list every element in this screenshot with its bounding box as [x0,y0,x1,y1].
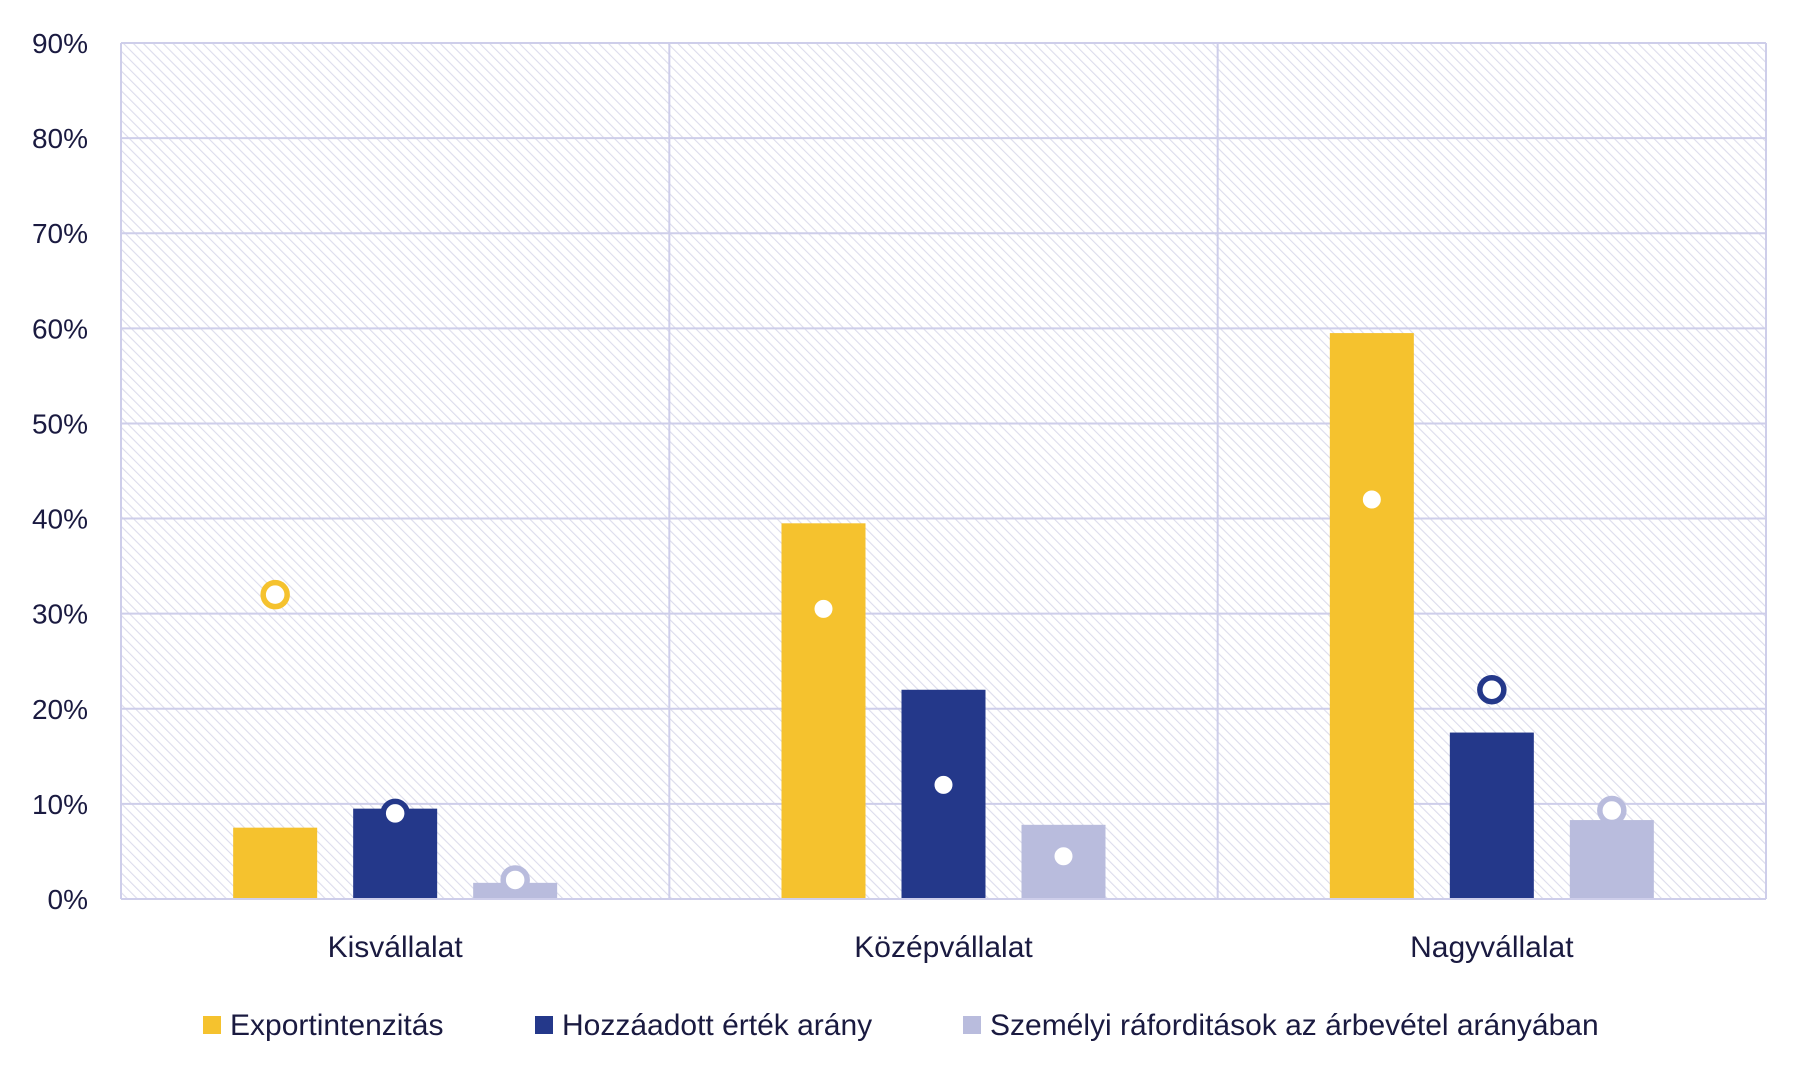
x-tick-label: Kisvállalat [328,931,464,964]
y-tick-label: 30% [32,599,88,630]
marker-point[interactable] [1053,846,1074,867]
bar[interactable] [233,827,318,899]
marker-point[interactable] [1477,675,1507,705]
x-tick-label: Nagyvállalat [1410,931,1574,964]
marker-point[interactable] [933,774,954,795]
y-tick-label: 70% [32,218,88,249]
legend-item[interactable]: Exportintenzitás [203,1009,443,1042]
marker-point[interactable] [813,598,834,619]
y-tick-label: 50% [32,408,88,439]
marker-point[interactable] [1597,795,1627,826]
marker-point[interactable] [380,798,410,829]
legend-label: Személyi ráforditások az árbevétel arány… [990,1009,1599,1042]
legend-swatch [203,1016,221,1034]
legend-label: Hozzáadott érték arány [562,1009,872,1042]
y-tick-label: 40% [32,504,88,535]
bar[interactable] [1449,732,1534,899]
y-tick-label: 90% [32,28,88,59]
legend-item[interactable]: Személyi ráforditások az árbevétel arány… [963,1009,1599,1042]
y-tick-label: 60% [32,313,88,344]
legend-item[interactable]: Hozzáadott érték arány [535,1009,872,1042]
legend-label: Exportintenzitás [230,1009,443,1042]
bar[interactable] [781,523,866,899]
y-tick-label: 80% [32,123,88,154]
legend-swatch [535,1016,553,1034]
bar[interactable] [1569,820,1654,899]
marker-point[interactable] [1361,489,1382,510]
x-tick-label: Középvállalat [854,931,1033,964]
bar[interactable] [1329,333,1414,900]
legend-swatch [963,1016,981,1034]
y-tick-label: 20% [32,694,88,725]
marker-point[interactable] [500,865,530,895]
y-tick-label: 10% [32,789,88,820]
marker-point[interactable] [260,579,290,610]
y-tick-label: 0% [48,884,88,915]
